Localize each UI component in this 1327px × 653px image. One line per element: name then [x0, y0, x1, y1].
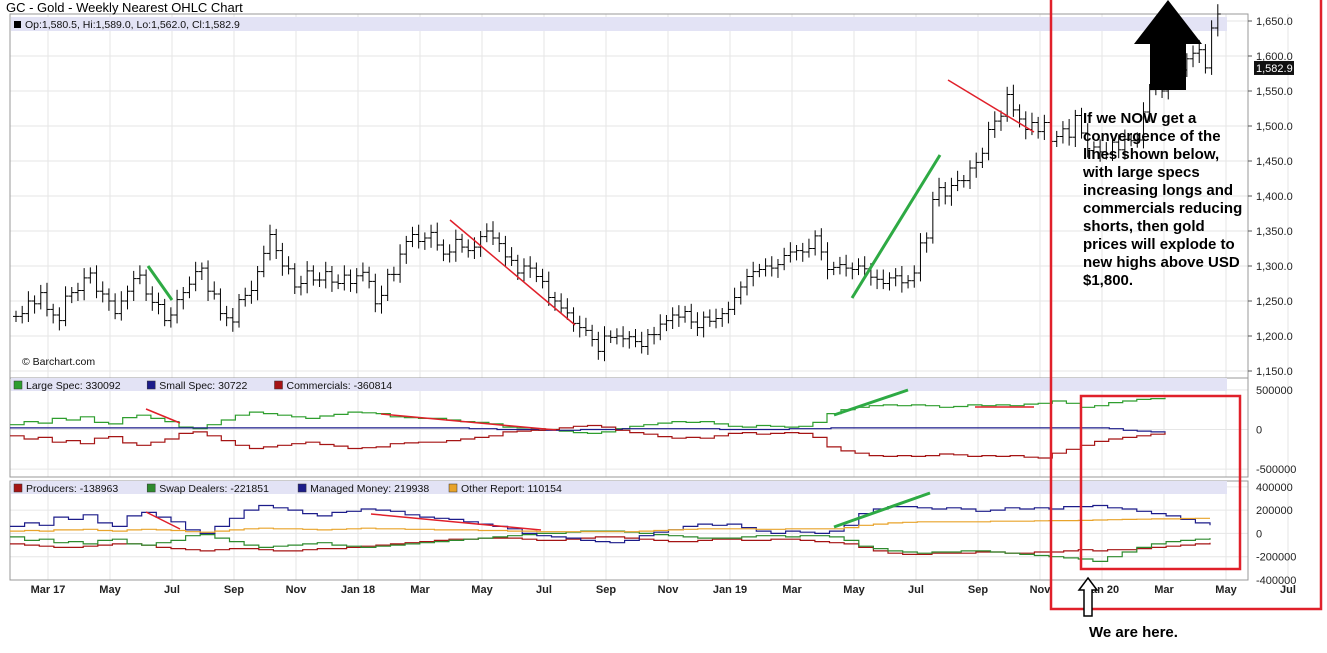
here-arrow	[1077, 576, 1099, 617]
x-tick-label: May	[99, 584, 121, 596]
trend-annotation-line	[380, 413, 557, 431]
legend-label: Swap Dealers: -221851	[159, 483, 269, 495]
chart-title: GC - Gold - Weekly Nearest OHLC Chart	[6, 0, 243, 15]
y-tick-label: 200000	[1256, 505, 1293, 517]
last-price-badge	[1254, 60, 1294, 75]
legend-label: Producers: -138963	[26, 483, 118, 495]
y-tick-label: 0	[1256, 424, 1262, 436]
legend-label: Managed Money: 219938	[310, 483, 429, 495]
highlight-box-outer	[1049, 0, 1323, 611]
trend-annotation-line	[850, 154, 942, 299]
y-tick-label: 1,500.0	[1256, 121, 1293, 133]
y-tick-label: -500000	[1256, 464, 1296, 476]
y-tick-label: -400000	[1256, 575, 1296, 587]
y-tick-label: 1,350.0	[1256, 226, 1293, 238]
trend-annotation-line	[833, 388, 909, 417]
x-tick-label: May	[843, 584, 865, 596]
x-tick-label: Sep	[968, 584, 988, 596]
axis-labels: Mar 17 May Jul Sep Nov Jan 18 Mar May Jul Sep Nov J…	[31, 16, 1297, 596]
legend-swatch	[448, 483, 458, 493]
annotation-overlay	[145, 0, 1323, 617]
ohlc-readout: Op:1,580.5, Hi:1,589.0, Lo:1,562.0, Cl:1…	[25, 19, 240, 31]
legend-label: Commercials: -360814	[287, 380, 393, 392]
legend-swatch	[274, 380, 283, 390]
x-tick-label: Mar 17	[31, 584, 66, 596]
cot-disaggregated-lines	[10, 504, 1211, 562]
x-tick-label: Nov	[286, 584, 308, 596]
legend-label: Other Report: 110154	[461, 483, 562, 495]
y-tick-label: -200000	[1256, 552, 1296, 564]
trend-annotation-line	[146, 265, 174, 301]
x-tick-label: Nov	[1030, 584, 1052, 596]
y-tick-label: 1,550.0	[1256, 86, 1293, 98]
x-tick-label: Jul	[908, 584, 924, 596]
legend-label: Large Spec: 330092	[26, 380, 121, 392]
grid-layer	[10, 14, 1289, 581]
x-tick-label: May	[1215, 584, 1237, 596]
y-tick-label: 1,150.0	[1256, 366, 1293, 378]
series-line-swap-dealers	[10, 530, 1211, 562]
trend-annotation-line	[833, 491, 931, 529]
x-tick-label: Jul	[536, 584, 552, 596]
series-line-managed-money	[10, 504, 1211, 544]
x-tick-label: Nov	[658, 584, 680, 596]
x-tick-label: Sep	[596, 584, 616, 596]
legends: Op:1,580.5, Hi:1,589.0, Lo:1,562.0, Cl:1…	[13, 19, 562, 495]
watermark: © Barchart.com	[22, 356, 95, 368]
cot-disagg-header-band	[11, 481, 1227, 494]
cot-legacy-lines	[10, 397, 1166, 459]
ohlc-legend-swatch	[14, 21, 21, 28]
price-bars	[13, 4, 1221, 362]
y-tick-label: 1,250.0	[1256, 296, 1293, 308]
trend-annotation-line	[145, 408, 181, 424]
legend-label: Small Spec: 30722	[159, 380, 247, 392]
trend-annotation-line	[145, 511, 181, 530]
x-tick-label: Jul	[1280, 584, 1296, 596]
x-tick-label: Sep	[224, 584, 244, 596]
y-tick-label: 500000	[1256, 385, 1293, 397]
we-are-here-label: We are here.	[1089, 624, 1178, 641]
legend-swatch	[13, 380, 23, 390]
x-tick-label: Mar	[410, 584, 430, 596]
legend-swatch	[297, 483, 307, 493]
y-tick-label: 400000	[1256, 482, 1293, 494]
x-tick-label: Jan 19	[713, 584, 747, 596]
series-line-producers	[10, 536, 1211, 555]
up-arrow	[1134, 0, 1202, 90]
legend-swatch	[13, 483, 23, 493]
trend-annotation-line	[449, 219, 576, 326]
trend-annotation-line	[947, 79, 1035, 133]
legend-swatch	[146, 380, 156, 390]
y-tick-label: 1,300.0	[1256, 261, 1293, 273]
y-tick-label: 0	[1256, 528, 1262, 540]
y-tick-label: 1,200.0	[1256, 331, 1293, 343]
x-tick-label: May	[471, 584, 493, 596]
last-price-value: 1,582.9	[1256, 63, 1293, 75]
highlight-box-cot	[1079, 394, 1242, 571]
x-tick-label: Mar	[1154, 584, 1174, 596]
panel-frames	[9, 13, 1249, 581]
y-tick-label: 1,400.0	[1256, 191, 1293, 203]
y-tick-label: 1,600.0	[1256, 51, 1293, 63]
series-line-other-report	[10, 517, 1210, 533]
x-tick-label: Jul	[164, 584, 180, 596]
series-line-commercials	[10, 424, 1166, 459]
annotation-text: If we NOW get a convergence of the lines…	[1083, 110, 1243, 289]
ohlc-header-band	[11, 17, 1227, 31]
x-tick-label: Mar	[782, 584, 802, 596]
y-tick-label: 1,650.0	[1256, 16, 1293, 28]
x-tick-label: Jan 18	[341, 584, 375, 596]
y-tick-label: 1,450.0	[1256, 156, 1293, 168]
series-line-small-spec	[10, 427, 1166, 433]
trend-annotation-line	[370, 513, 542, 531]
legend-swatch	[146, 483, 156, 493]
cot-legacy-header-band	[11, 378, 1227, 391]
